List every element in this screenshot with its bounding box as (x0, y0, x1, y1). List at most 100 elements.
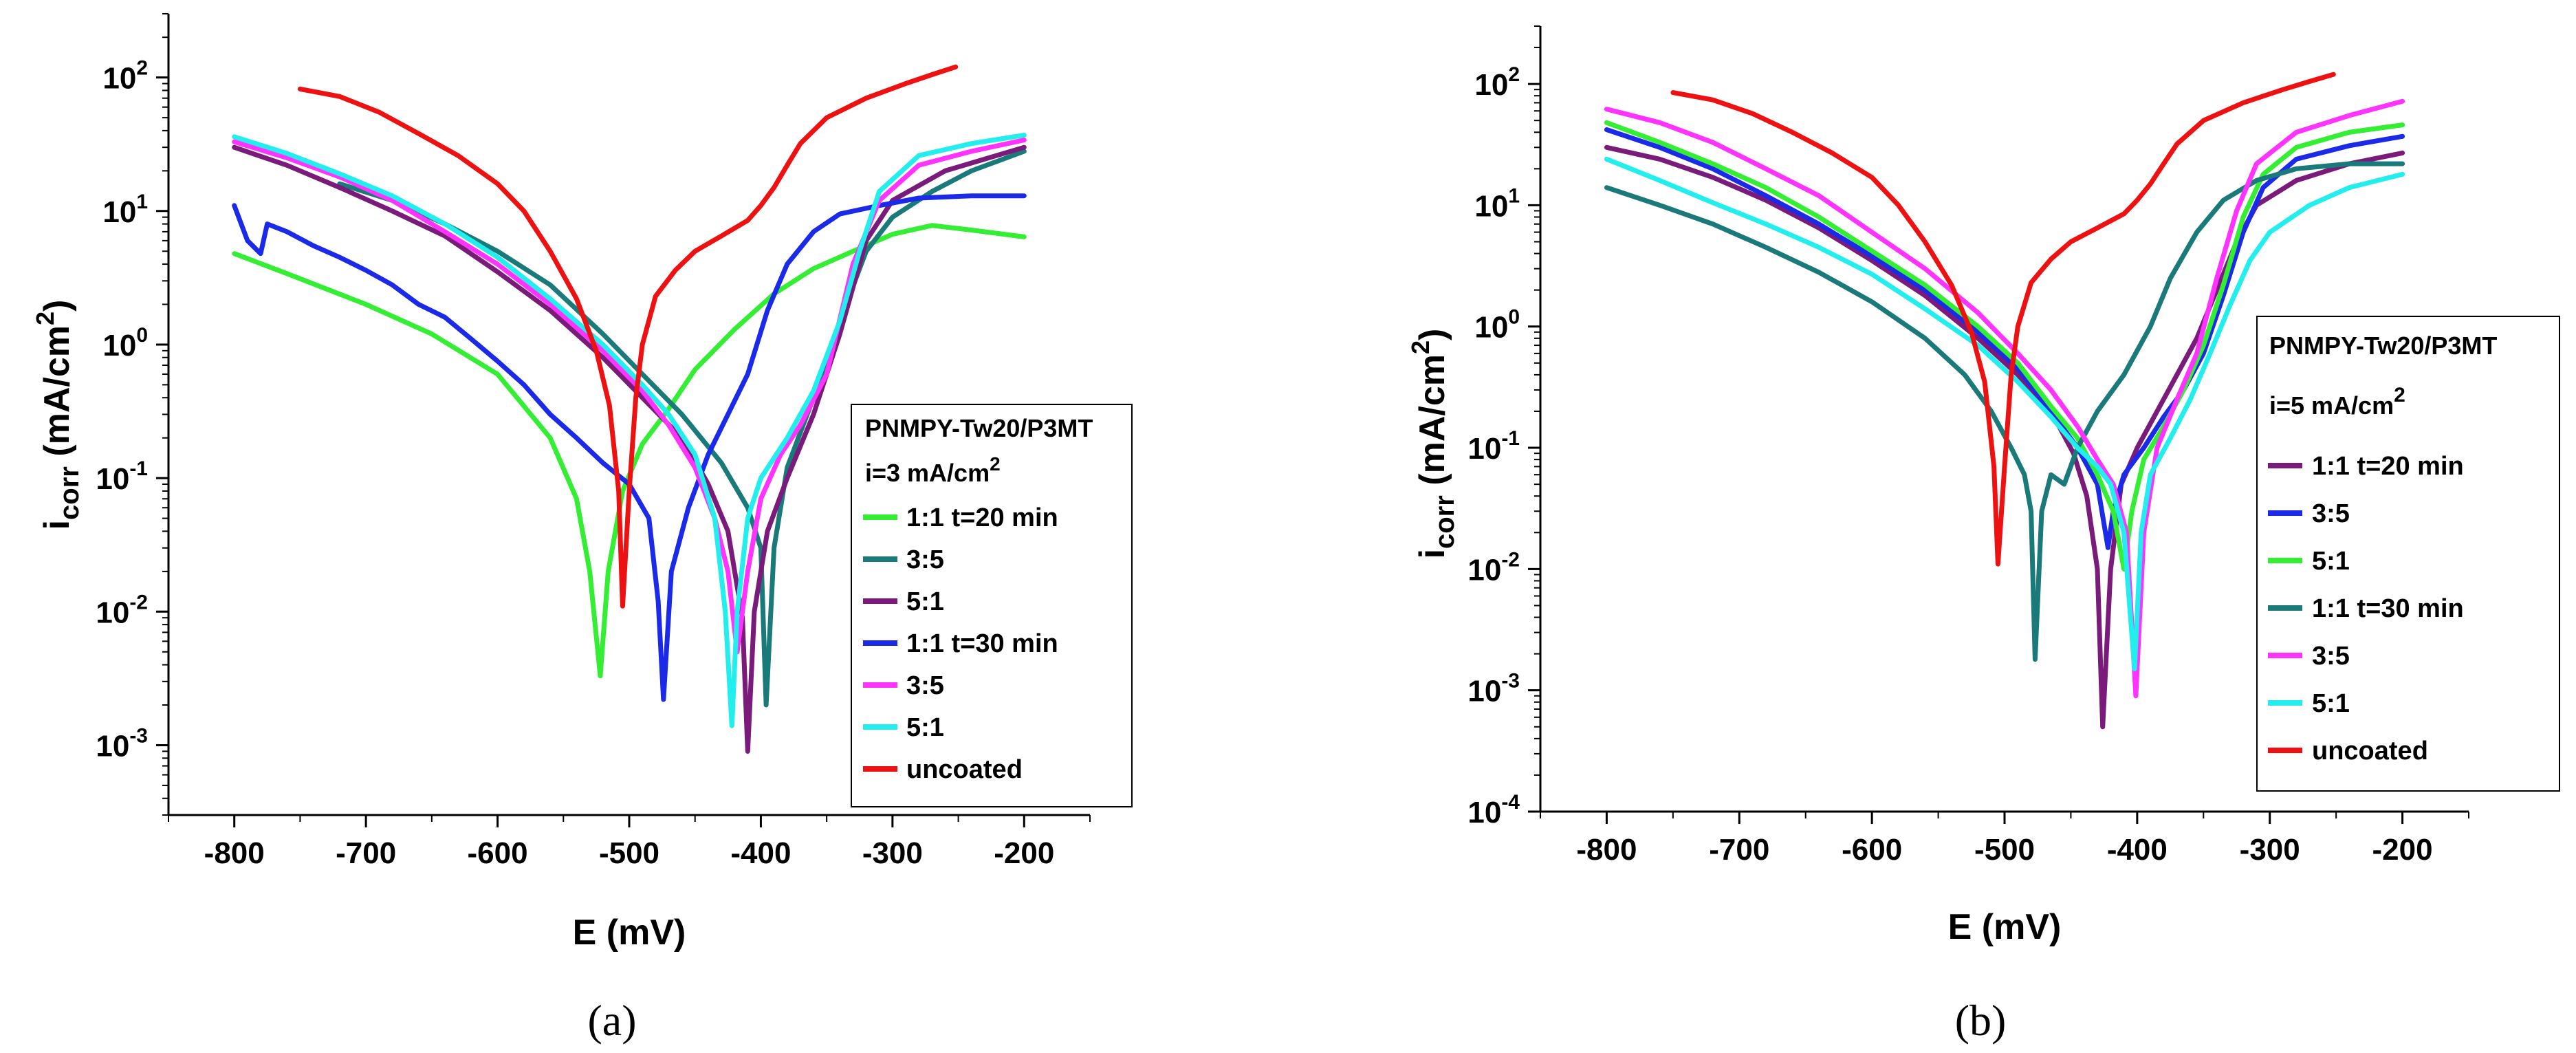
legend-label-b-5: 3:5 (2312, 642, 2350, 671)
y-tick-label-exp-b: 0 (1508, 306, 1520, 329)
series-line-a-7 (297, 64, 959, 609)
y-tick-label-base-b: 10 (1467, 675, 1501, 708)
series-layer-a (232, 64, 1027, 754)
chart-panel-b: -800 -700 -600 -500 -400 -300 -20010210110010-… (1406, 25, 2560, 1045)
x-tick-label-a: -800 (204, 836, 265, 870)
y-axis-title-close-a: ) (37, 300, 77, 312)
y-axis-title-main-b: i (1412, 549, 1452, 558)
legend-title-a: PNMPY-Tw20/P3MT (865, 414, 1093, 442)
x-axis-title-b: E (mV) (1948, 907, 2062, 947)
legend-label-b-4: 1:1 t=30 min (2312, 594, 2464, 623)
series-line-b-7 (1670, 72, 2336, 567)
x-tick-label-a: -400 (730, 836, 791, 870)
series-line-b-4 (1604, 161, 2405, 662)
legend-b: PNMPY-Tw20/P3MT i=5 mA/cm2 1:1 t=20 min 3… (2256, 316, 2560, 792)
series-line-b-6 (1604, 156, 2405, 672)
y-tick-label-a: 10-3 (96, 724, 148, 763)
x-tick-label-b: -700 (1709, 833, 1769, 867)
x-tick-label-b: -600 (1842, 833, 1902, 867)
legend-label-b-2: 3:5 (2312, 499, 2350, 528)
panel-label-a: (a) (587, 996, 636, 1045)
y-tick-label-base-a: 10 (96, 462, 129, 496)
legend-label-b-6: 5:1 (2312, 689, 2350, 718)
legend-subtitle-sup-b: 2 (2394, 384, 2405, 406)
legend-subtitle-a: i=3 mA/cm2 (865, 453, 1001, 487)
legend-label-a-1: 1:1 t=20 min (906, 503, 1058, 532)
legend-label-a-4: 1:1 t=30 min (906, 629, 1058, 658)
y-axis-title-sub-b: corr (1430, 495, 1460, 549)
legend-entries-a: 1:1 t=20 min 3:5 5:1 1:1 t=30 min 3:5 5:1 unco… (863, 503, 1058, 784)
legend-box-a (851, 404, 1133, 807)
y-axis-title-main-a: i (37, 520, 77, 530)
y-tick-label-exp-a: 0 (136, 324, 148, 347)
y-tick-label-exp-a: -1 (129, 457, 148, 480)
y-axis-title-unit-b: (mA/cm (1412, 354, 1452, 495)
y-tick-label-a: 100 (102, 324, 148, 362)
y-axis-title-unit-a: (mA/cm (37, 325, 77, 466)
legend-subtitle-main-a: i=3 mA/cm (865, 459, 990, 487)
legend-subtitle-main-b: i=5 mA/cm (2269, 391, 2394, 420)
y-tick-label-exp-b: 1 (1508, 184, 1520, 207)
y-tick-label-exp-a: -2 (129, 591, 148, 614)
x-tick-label-b: -800 (1576, 833, 1637, 867)
y-tick-label-b: 10-3 (1467, 670, 1520, 708)
y-tick-label-b: 101 (1474, 184, 1520, 223)
y-tick-label-b: 102 (1474, 63, 1520, 102)
y-tick-label-a: 101 (102, 191, 148, 229)
y-axis-title-b: icorr (mA/cm2) (1406, 329, 1460, 559)
x-tick-label-a: -500 (599, 836, 659, 870)
panel-label-b: (b) (1955, 996, 2007, 1045)
legend-label-a-2: 3:5 (906, 545, 944, 574)
y-axis-title-close-b: ) (1412, 329, 1452, 340)
legend-title-b: PNMPY-Tw20/P3MT (2269, 332, 2497, 360)
series-line-a-6 (232, 133, 1027, 728)
y-tick-label-base-a: 10 (102, 329, 136, 362)
legend-subtitle-sup-a: 2 (990, 453, 1001, 475)
chart-panel-a: -800 -700 -600 -500 -400 -300 -20010210110010-… (31, 13, 1133, 1045)
x-tick-label-b: -300 (2240, 833, 2300, 867)
y-tick-label-a: 10-1 (96, 457, 148, 496)
y-tick-label-base-b: 10 (1474, 311, 1508, 345)
x-tick-label-a: -300 (862, 836, 923, 870)
x-tick-label-b: -500 (1974, 833, 2035, 867)
x-tick-label-a: -600 (468, 836, 528, 870)
x-axis-title-a: E (mV) (573, 913, 686, 953)
y-tick-label-exp-b: -4 (1501, 791, 1520, 814)
y-tick-label-base-a: 10 (102, 195, 136, 229)
legend-entries-b: 1:1 t=20 min 3:5 5:1 1:1 t=30 min 3:5 5:1 unco… (2268, 452, 2464, 766)
y-axis-title-a: icorr (mA/cm2) (31, 300, 85, 530)
legend-label-a-6: 5:1 (906, 713, 944, 742)
y-tick-label-exp-a: -3 (129, 724, 148, 747)
series-line-a-3 (232, 144, 1027, 754)
x-tick-label-a: -200 (994, 836, 1054, 870)
x-tick-label-b: -200 (2372, 833, 2433, 867)
y-axis-title-sup-a: 2 (31, 312, 59, 325)
y-tick-label-base-a: 10 (102, 62, 136, 96)
legend-a: PNMPY-Tw20/P3MT i=3 mA/cm2 1:1 t=20 min 3… (851, 404, 1133, 807)
y-tick-label-base-b: 10 (1467, 553, 1501, 587)
y-tick-label-exp-a: 1 (136, 191, 148, 213)
legend-box-b (2256, 316, 2560, 792)
legend-label-b-3: 5:1 (2312, 547, 2350, 576)
y-tick-label-base-b: 10 (1474, 68, 1508, 102)
legend-label-a-3: 5:1 (906, 587, 944, 616)
y-tick-label-exp-a: 2 (136, 57, 148, 80)
y-tick-label-base-a: 10 (96, 596, 129, 629)
legend-label-b-7: uncoated (2312, 737, 2428, 766)
y-tick-label-exp-b: -1 (1501, 427, 1520, 450)
y-tick-label-b: 100 (1474, 306, 1520, 345)
y-tick-label-base-b: 10 (1474, 189, 1508, 223)
legend-label-a-7: uncoated (906, 755, 1023, 784)
y-tick-label-b: 10-4 (1467, 791, 1520, 829)
legend-label-a-5: 3:5 (906, 671, 944, 700)
ticks-a: -800 -700 -600 -500 -400 -300 -20010210110010-… (96, 13, 1091, 870)
series-line-b-3 (1604, 120, 2405, 572)
y-tick-label-a: 102 (102, 57, 148, 96)
y-tick-label-exp-b: -2 (1501, 548, 1520, 571)
y-tick-label-b: 10-2 (1467, 548, 1520, 587)
y-tick-label-a: 10-2 (96, 591, 148, 629)
y-tick-label-exp-b: 2 (1508, 63, 1520, 86)
y-axis-title-sub-a: corr (54, 466, 85, 520)
series-line-b-2 (1604, 127, 2405, 550)
y-tick-label-base-a: 10 (96, 729, 129, 763)
